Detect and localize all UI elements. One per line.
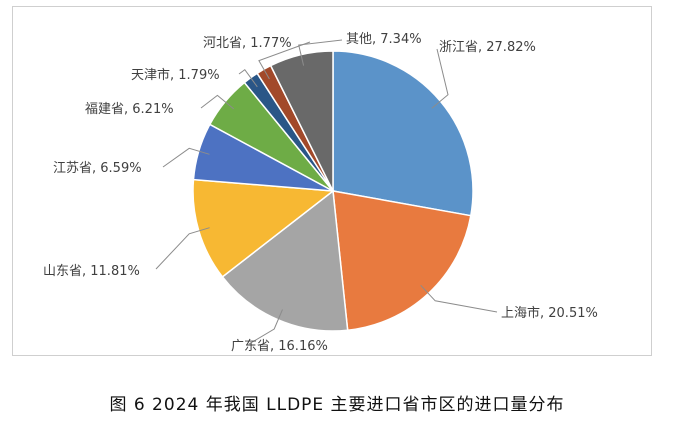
leader-line-7 bbox=[238, 68, 258, 88]
data-label-3: 广东省, 16.16% bbox=[231, 339, 328, 354]
data-label-9: 其他, 7.34% bbox=[346, 32, 422, 47]
data-label-6: 福建省, 6.21% bbox=[85, 102, 174, 117]
leader-line-8 bbox=[258, 41, 311, 80]
pie-slices bbox=[192, 50, 474, 332]
leader-line-2 bbox=[420, 284, 498, 313]
chart-frame: 浙江省, 27.82% 上海市, 20.51% 广东省, 16.16% 山东省, 11… bbox=[12, 6, 652, 356]
pie-slice-1 bbox=[332, 50, 474, 217]
data-label-7: 天津市, 1.79% bbox=[131, 67, 220, 83]
data-label-5: 江苏省, 6.59% bbox=[53, 160, 142, 176]
leader-line-1 bbox=[431, 48, 449, 109]
pie-slice-2 bbox=[332, 190, 472, 332]
data-label-2: 上海市, 20.51% bbox=[501, 305, 598, 321]
leader-line-5 bbox=[162, 147, 210, 168]
figure-caption: 图 6 2024 年我国 LLDPE 主要进口省市区的进口量分布 bbox=[109, 395, 565, 415]
data-label-8: 河北省, 1.77% bbox=[203, 36, 292, 51]
pie-chart: 浙江省, 27.82% 上海市, 20.51% 广东省, 16.16% 山东省, 11… bbox=[43, 32, 598, 354]
leader-line-3 bbox=[248, 309, 283, 345]
pie-labels: 浙江省, 27.82% 上海市, 20.51% 广东省, 16.16% 山东省, 11… bbox=[43, 32, 598, 354]
leader-line-4 bbox=[155, 227, 210, 270]
leader-line-6 bbox=[200, 94, 235, 110]
data-label-4: 山东省, 11.81% bbox=[43, 264, 140, 279]
data-label-1: 浙江省, 27.82% bbox=[439, 40, 536, 55]
leader-line-9 bbox=[298, 39, 343, 66]
